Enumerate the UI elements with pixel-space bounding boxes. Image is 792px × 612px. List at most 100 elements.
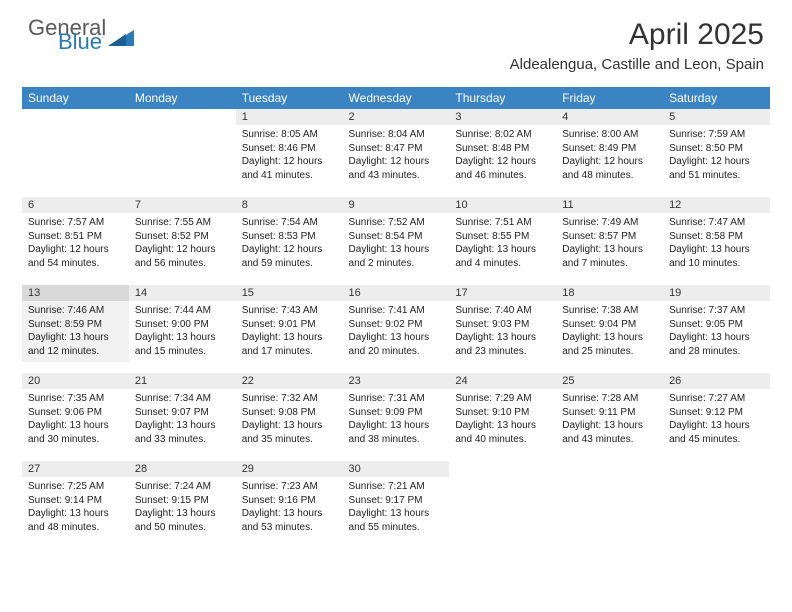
weekday-header: Thursday: [449, 87, 556, 109]
day-number: 7: [129, 197, 236, 213]
title-block: April 2025 Aldealengua, Castille and Leo…: [510, 18, 764, 73]
day-details: Sunrise: 7:37 AMSunset: 9:05 PMDaylight:…: [663, 301, 770, 362]
day-number: 12: [663, 197, 770, 213]
day-number: 22: [236, 373, 343, 389]
day-number: 21: [129, 373, 236, 389]
logo-text: General Blue: [28, 18, 106, 52]
day-number: 19: [663, 285, 770, 301]
day-number: 8: [236, 197, 343, 213]
weekday-header: Monday: [129, 87, 236, 109]
day-details: Sunrise: 7:47 AMSunset: 8:58 PMDaylight:…: [663, 213, 770, 274]
weekday-row: SundayMondayTuesdayWednesdayThursdayFrid…: [22, 87, 770, 109]
day-details: Sunrise: 7:24 AMSunset: 9:15 PMDaylight:…: [129, 477, 236, 538]
header: General Blue April 2025 Aldealengua, Cas…: [0, 0, 792, 81]
day-details: Sunrise: 7:52 AMSunset: 8:54 PMDaylight:…: [343, 213, 450, 274]
calendar-cell: 4Sunrise: 8:00 AMSunset: 8:49 PMDaylight…: [556, 109, 663, 197]
calendar-cell: 21Sunrise: 7:34 AMSunset: 9:07 PMDayligh…: [129, 373, 236, 461]
calendar-row: 6Sunrise: 7:57 AMSunset: 8:51 PMDaylight…: [22, 197, 770, 285]
day-details: Sunrise: 7:28 AMSunset: 9:11 PMDaylight:…: [556, 389, 663, 450]
calendar-cell: 23Sunrise: 7:31 AMSunset: 9:09 PMDayligh…: [343, 373, 450, 461]
calendar-cell: [22, 109, 129, 197]
day-details: Sunrise: 7:31 AMSunset: 9:09 PMDaylight:…: [343, 389, 450, 450]
calendar-cell: 28Sunrise: 7:24 AMSunset: 9:15 PMDayligh…: [129, 461, 236, 549]
day-details: Sunrise: 7:25 AMSunset: 9:14 PMDaylight:…: [22, 477, 129, 538]
logo-word2: Blue: [58, 32, 106, 52]
calendar-cell: 29Sunrise: 7:23 AMSunset: 9:16 PMDayligh…: [236, 461, 343, 549]
calendar-row: 13Sunrise: 7:46 AMSunset: 8:59 PMDayligh…: [22, 285, 770, 373]
day-details: Sunrise: 8:00 AMSunset: 8:49 PMDaylight:…: [556, 125, 663, 186]
day-number: 6: [22, 197, 129, 213]
day-details: Sunrise: 7:32 AMSunset: 9:08 PMDaylight:…: [236, 389, 343, 450]
day-details: Sunrise: 8:02 AMSunset: 8:48 PMDaylight:…: [449, 125, 556, 186]
calendar-cell: 13Sunrise: 7:46 AMSunset: 8:59 PMDayligh…: [22, 285, 129, 373]
day-details: Sunrise: 7:55 AMSunset: 8:52 PMDaylight:…: [129, 213, 236, 274]
calendar-cell: 25Sunrise: 7:28 AMSunset: 9:11 PMDayligh…: [556, 373, 663, 461]
day-number: 10: [449, 197, 556, 213]
day-details: Sunrise: 7:40 AMSunset: 9:03 PMDaylight:…: [449, 301, 556, 362]
day-details: Sunrise: 7:54 AMSunset: 8:53 PMDaylight:…: [236, 213, 343, 274]
day-details: Sunrise: 7:23 AMSunset: 9:16 PMDaylight:…: [236, 477, 343, 538]
day-details: Sunrise: 7:38 AMSunset: 9:04 PMDaylight:…: [556, 301, 663, 362]
day-details: Sunrise: 8:05 AMSunset: 8:46 PMDaylight:…: [236, 125, 343, 186]
calendar-cell: 8Sunrise: 7:54 AMSunset: 8:53 PMDaylight…: [236, 197, 343, 285]
day-number: 5: [663, 109, 770, 125]
day-details: Sunrise: 7:44 AMSunset: 9:00 PMDaylight:…: [129, 301, 236, 362]
calendar-row: 27Sunrise: 7:25 AMSunset: 9:14 PMDayligh…: [22, 461, 770, 549]
logo: General Blue: [28, 18, 134, 52]
weekday-header: Tuesday: [236, 87, 343, 109]
calendar-cell: 11Sunrise: 7:49 AMSunset: 8:57 PMDayligh…: [556, 197, 663, 285]
logo-triangle-icon: [108, 24, 134, 46]
day-number: 29: [236, 461, 343, 477]
day-number: 28: [129, 461, 236, 477]
calendar-cell: [556, 461, 663, 549]
calendar-cell: 17Sunrise: 7:40 AMSunset: 9:03 PMDayligh…: [449, 285, 556, 373]
day-number: 9: [343, 197, 450, 213]
calendar-cell: 5Sunrise: 7:59 AMSunset: 8:50 PMDaylight…: [663, 109, 770, 197]
day-details: Sunrise: 8:04 AMSunset: 8:47 PMDaylight:…: [343, 125, 450, 186]
calendar-cell: 30Sunrise: 7:21 AMSunset: 9:17 PMDayligh…: [343, 461, 450, 549]
calendar-cell: 18Sunrise: 7:38 AMSunset: 9:04 PMDayligh…: [556, 285, 663, 373]
day-number: 25: [556, 373, 663, 389]
day-details: Sunrise: 7:49 AMSunset: 8:57 PMDaylight:…: [556, 213, 663, 274]
day-details: Sunrise: 7:57 AMSunset: 8:51 PMDaylight:…: [22, 213, 129, 274]
day-details: Sunrise: 7:35 AMSunset: 9:06 PMDaylight:…: [22, 389, 129, 450]
day-number: 15: [236, 285, 343, 301]
day-details: Sunrise: 7:27 AMSunset: 9:12 PMDaylight:…: [663, 389, 770, 450]
calendar-cell: 16Sunrise: 7:41 AMSunset: 9:02 PMDayligh…: [343, 285, 450, 373]
day-details: Sunrise: 7:34 AMSunset: 9:07 PMDaylight:…: [129, 389, 236, 450]
calendar-cell: 15Sunrise: 7:43 AMSunset: 9:01 PMDayligh…: [236, 285, 343, 373]
day-number: 24: [449, 373, 556, 389]
calendar-row: 1Sunrise: 8:05 AMSunset: 8:46 PMDaylight…: [22, 109, 770, 197]
calendar-cell: 20Sunrise: 7:35 AMSunset: 9:06 PMDayligh…: [22, 373, 129, 461]
calendar-cell: 3Sunrise: 8:02 AMSunset: 8:48 PMDaylight…: [449, 109, 556, 197]
page-title: April 2025: [510, 18, 764, 52]
day-details: Sunrise: 7:21 AMSunset: 9:17 PMDaylight:…: [343, 477, 450, 538]
calendar-cell: 26Sunrise: 7:27 AMSunset: 9:12 PMDayligh…: [663, 373, 770, 461]
day-number: 14: [129, 285, 236, 301]
calendar-cell: 24Sunrise: 7:29 AMSunset: 9:10 PMDayligh…: [449, 373, 556, 461]
calendar-cell: [129, 109, 236, 197]
day-number: 27: [22, 461, 129, 477]
day-number: 16: [343, 285, 450, 301]
calendar-cell: 22Sunrise: 7:32 AMSunset: 9:08 PMDayligh…: [236, 373, 343, 461]
calendar-cell: 10Sunrise: 7:51 AMSunset: 8:55 PMDayligh…: [449, 197, 556, 285]
day-number: 1: [236, 109, 343, 125]
calendar-cell: 1Sunrise: 8:05 AMSunset: 8:46 PMDaylight…: [236, 109, 343, 197]
day-details: Sunrise: 7:59 AMSunset: 8:50 PMDaylight:…: [663, 125, 770, 186]
calendar-cell: 12Sunrise: 7:47 AMSunset: 8:58 PMDayligh…: [663, 197, 770, 285]
calendar-cell: 14Sunrise: 7:44 AMSunset: 9:00 PMDayligh…: [129, 285, 236, 373]
day-number: 2: [343, 109, 450, 125]
weekday-header: Friday: [556, 87, 663, 109]
calendar-table: SundayMondayTuesdayWednesdayThursdayFrid…: [22, 87, 770, 549]
day-number: 30: [343, 461, 450, 477]
day-details: Sunrise: 7:51 AMSunset: 8:55 PMDaylight:…: [449, 213, 556, 274]
calendar-head: SundayMondayTuesdayWednesdayThursdayFrid…: [22, 87, 770, 109]
calendar-body: 1Sunrise: 8:05 AMSunset: 8:46 PMDaylight…: [22, 109, 770, 549]
day-number: 13: [22, 285, 129, 301]
calendar-cell: 27Sunrise: 7:25 AMSunset: 9:14 PMDayligh…: [22, 461, 129, 549]
day-number: 20: [22, 373, 129, 389]
day-number: 23: [343, 373, 450, 389]
day-details: Sunrise: 7:41 AMSunset: 9:02 PMDaylight:…: [343, 301, 450, 362]
day-number: 26: [663, 373, 770, 389]
day-details: Sunrise: 7:43 AMSunset: 9:01 PMDaylight:…: [236, 301, 343, 362]
